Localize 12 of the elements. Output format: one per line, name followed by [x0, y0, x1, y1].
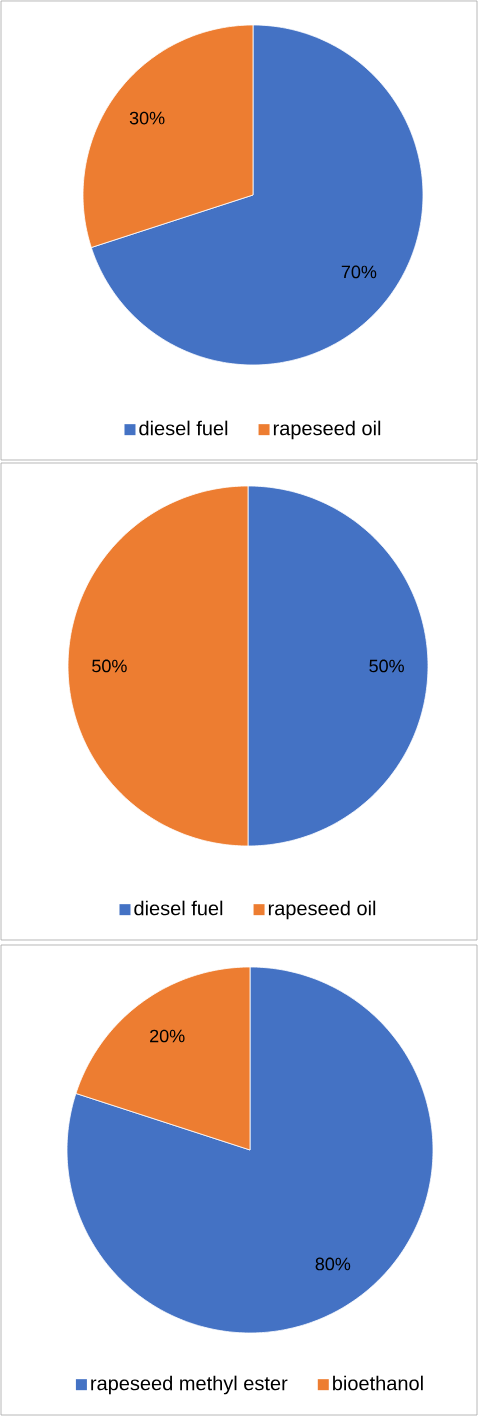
legend-label: bioethanol: [333, 1375, 423, 1391]
data-label: 80%: [315, 1257, 351, 1271]
data-label: 50%: [92, 659, 127, 673]
legend-label: rapeseed oil: [273, 420, 381, 440]
data-label: 50%: [369, 659, 404, 673]
legend-label: diesel fuel: [134, 900, 223, 916]
legend-label: rapeseed oil: [268, 900, 376, 920]
data-label: 30%: [129, 111, 165, 125]
legend-label: diesel fuel: [139, 420, 228, 436]
legend-label: rapeseed methyl ester: [91, 1375, 288, 1395]
data-label: 70%: [341, 265, 377, 279]
data-label: 20%: [150, 1029, 185, 1043]
